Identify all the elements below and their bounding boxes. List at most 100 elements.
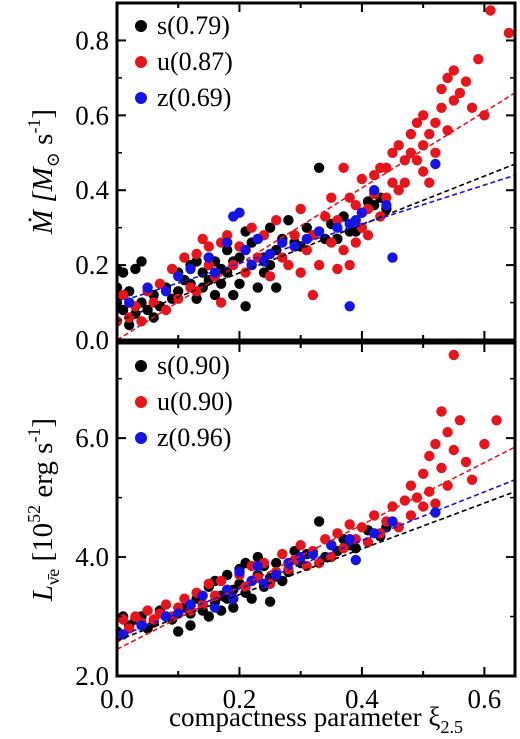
data-point-u: [246, 222, 257, 233]
data-point-u: [430, 117, 441, 128]
data-point-s: [191, 256, 202, 267]
data-point-u: [166, 263, 178, 275]
data-point-u: [332, 215, 343, 226]
data-point-u: [117, 289, 129, 301]
data-point-z: [185, 599, 196, 610]
data-point-s: [271, 557, 282, 569]
data-point-s: [240, 301, 251, 312]
fit-line-u: [117, 446, 515, 650]
data-point-u: [411, 117, 423, 128]
data-point-u: [295, 267, 306, 278]
legend-label-s: s(0.90): [157, 351, 230, 380]
data-point-u: [418, 501, 429, 512]
x-tick-label: 0.0: [100, 684, 134, 714]
data-point-u: [442, 125, 453, 136]
data-point-u: [491, 415, 502, 426]
data-point-u: [393, 185, 404, 196]
data-point-u: [277, 548, 288, 560]
data-point-s: [197, 267, 208, 278]
data-point-z: [234, 566, 245, 578]
data-point-u: [411, 155, 423, 166]
x-tick-label: 0.4: [345, 684, 379, 714]
legend-label-s: s(0.79): [157, 11, 230, 40]
data-point-u: [387, 501, 398, 512]
legend-label-z: z(0.96): [157, 423, 231, 452]
data-point-u: [448, 65, 459, 76]
data-point-u: [142, 605, 153, 616]
data-point-u: [197, 233, 208, 245]
data-point-s: [301, 222, 312, 233]
data-point-u: [418, 110, 429, 121]
data-point-u: [454, 87, 466, 99]
data-point-u: [466, 474, 478, 485]
legend-marker-z: [135, 432, 147, 444]
data-point-u: [424, 128, 435, 140]
data-point-z: [350, 554, 361, 566]
data-point-z: [387, 516, 398, 527]
data-point-z: [381, 200, 392, 211]
data-point-u: [430, 438, 441, 450]
y-tick-label: 4.0: [75, 542, 109, 572]
fit-line-z: [117, 479, 515, 639]
data-point-u: [350, 237, 361, 248]
data-point-u: [503, 27, 515, 39]
data-point-s: [173, 626, 184, 637]
data-point-s: [117, 267, 129, 278]
data-point-u: [460, 456, 472, 468]
data-point-z: [344, 534, 355, 545]
data-point-z: [252, 233, 263, 245]
y-tick-label: 0.2: [75, 250, 109, 280]
panel-top: 0.0 0.2 0.4 0.6 0.8 s(0.79) u(0.87) z(0.69) Ṁ [M…: [24, 1, 517, 355]
fit-line-s: [117, 490, 515, 642]
x-tick-label: 0.2: [223, 684, 257, 714]
data-point-s: [222, 244, 233, 256]
data-point-u: [485, 5, 496, 16]
data-point-z: [234, 207, 245, 218]
data-point-u: [326, 237, 337, 248]
data-point-s: [264, 222, 276, 233]
y-tick-label: 0.6: [75, 100, 109, 130]
data-point-z: [313, 226, 325, 237]
data-point-z: [142, 282, 153, 293]
data-point-s: [215, 278, 227, 289]
data-point-u: [405, 147, 417, 158]
data-point-s: [228, 289, 239, 301]
data-point-u: [338, 162, 349, 173]
data-point-u: [332, 263, 343, 275]
data-point-s: [313, 162, 325, 173]
data-point-u: [222, 230, 233, 241]
data-point-z: [197, 590, 208, 601]
data-point-u: [356, 522, 368, 533]
data-point-s: [234, 252, 245, 263]
data-point-z: [252, 560, 263, 572]
data-point-u: [320, 211, 331, 222]
data-point-z: [160, 286, 172, 297]
data-point-u: [442, 480, 453, 491]
x-tick-label: 0.6: [468, 684, 502, 714]
data-point-z: [277, 237, 288, 248]
data-point-u: [179, 252, 190, 263]
data-point-u: [448, 349, 459, 361]
data-point-z: [283, 557, 294, 569]
data-point-u: [344, 192, 355, 203]
data-point-s: [124, 319, 135, 331]
data-point-u: [160, 599, 172, 610]
data-point-u: [295, 540, 306, 551]
data-point-u: [326, 551, 337, 563]
data-point-u: [381, 162, 392, 173]
data-point-u: [307, 289, 319, 301]
legend-label-u: u(0.90): [157, 387, 233, 416]
legend-marker-u: [135, 396, 147, 408]
data-point-u: [271, 215, 282, 226]
data-point-z: [326, 540, 337, 551]
data-point-u: [203, 259, 214, 271]
data-point-s: [203, 611, 214, 622]
data-point-u: [381, 192, 392, 203]
x-axis-label: compactness parameter ξ2.5: [169, 702, 463, 737]
data-point-s: [313, 516, 325, 527]
y-axis-label-bottom: Lν̄e [1052 erg s-1]: [24, 418, 63, 602]
data-point-u: [264, 271, 276, 282]
data-point-z: [350, 215, 361, 226]
data-point-u: [424, 177, 435, 188]
data-point-u: [215, 575, 227, 587]
